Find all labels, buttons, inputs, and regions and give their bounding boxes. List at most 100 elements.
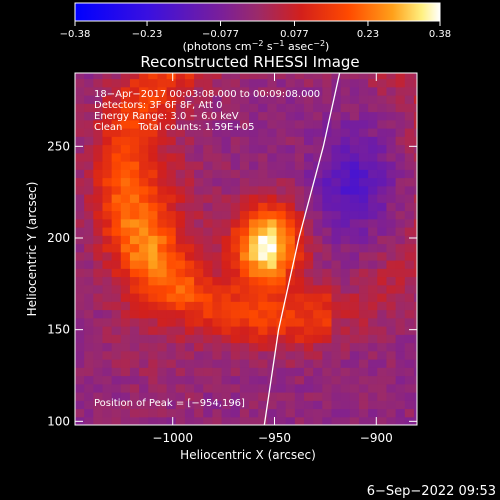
heatmap-cell (84, 268, 94, 278)
heatmap-cell (129, 128, 140, 137)
heatmap-cell (377, 144, 388, 154)
chart-title: Reconstructed RHESSI Image (140, 53, 359, 71)
heatmap-cell (349, 210, 360, 220)
heatmap-cell (203, 317, 214, 327)
heatmap-cell (258, 78, 268, 88)
heatmap-cell (276, 268, 287, 278)
heatmap-cell (230, 342, 241, 352)
heatmap-cell (386, 86, 397, 96)
heatmap-cell (75, 119, 85, 129)
heatmap-cell (221, 309, 232, 319)
heatmap-cell (184, 152, 195, 162)
heatmap-cell (129, 383, 140, 393)
heatmap-cell (175, 161, 186, 170)
heatmap-cell (175, 309, 186, 319)
heatmap-cell (230, 86, 241, 96)
heatmap-cell (322, 260, 333, 269)
heatmap-cell (221, 144, 232, 154)
heatmap-cell (230, 73, 241, 80)
heatmap-cell (331, 152, 342, 162)
heatmap-cell (294, 227, 305, 236)
heatmap-cell (221, 103, 232, 113)
heatmap-cell (377, 227, 388, 236)
heatmap-cell (340, 317, 351, 327)
heatmap-cell (313, 128, 323, 137)
heatmap-cell (249, 128, 259, 137)
heatmap-cell (157, 185, 168, 195)
y-tick-label: 100 (47, 414, 70, 428)
heatmap-cell (258, 235, 268, 245)
heatmap-cell (230, 128, 241, 137)
heatmap-cell (304, 392, 314, 401)
heatmap-cell (285, 317, 296, 327)
heatmap-cell (377, 169, 388, 179)
heatmap-cell (413, 78, 417, 88)
heatmap-cell (358, 144, 369, 154)
heatmap-cell (84, 400, 94, 410)
heatmap-cell (239, 95, 250, 104)
heatmap-cell (358, 169, 369, 179)
heatmap-cell (84, 119, 94, 129)
heatmap-cell (349, 383, 360, 393)
heatmap-cell (258, 119, 268, 129)
heatmap-cell (249, 111, 259, 121)
y-tick-label: 200 (47, 231, 70, 245)
heatmap-cell (230, 268, 241, 278)
heatmap-cell (358, 317, 369, 327)
heatmap-cell (148, 86, 159, 96)
heatmap-cell (75, 243, 85, 253)
heatmap-cell (294, 284, 305, 294)
heatmap-cell (377, 293, 388, 302)
heatmap-cell (340, 95, 351, 104)
heatmap-cell (368, 169, 378, 179)
heatmap-cell (368, 416, 378, 425)
heatmap-cell (157, 309, 168, 319)
heatmap-cell (249, 218, 259, 228)
heatmap-cell (148, 301, 159, 311)
heatmap-cell (267, 375, 278, 385)
heatmap-cell (377, 350, 388, 360)
heatmap-cell (93, 161, 104, 170)
heatmap-cell (249, 152, 259, 162)
heatmap-cell (331, 301, 342, 311)
heatmap-cell (111, 111, 122, 121)
heatmap-cell (304, 227, 314, 236)
heatmap-cell (377, 342, 388, 352)
heatmap-cell (313, 243, 323, 253)
heatmap-cell (258, 202, 268, 212)
heatmap-cell (377, 284, 388, 294)
heatmap-cell (386, 202, 397, 212)
heatmap-cell (93, 342, 104, 352)
heatmap-cell (93, 210, 104, 220)
heatmap-cell (93, 383, 104, 393)
heatmap-cell (148, 103, 159, 113)
heatmap-cell (377, 185, 388, 195)
heatmap-cell (249, 350, 259, 360)
heatmap-cell (294, 235, 305, 245)
heatmap-cell (175, 268, 186, 278)
heatmap-cell (194, 392, 204, 401)
heatmap-cell (194, 317, 204, 327)
heatmap-cell (129, 144, 140, 154)
heatmap-cell (331, 251, 342, 261)
heatmap-cell (221, 73, 232, 80)
heatmap-cell (120, 375, 131, 385)
heatmap-cell (166, 103, 177, 113)
heatmap-cell (203, 293, 214, 302)
heatmap-cell (93, 375, 104, 385)
heatmap-cell (129, 251, 140, 261)
heatmap-cell (304, 326, 314, 335)
heatmap-cell (294, 342, 305, 352)
heatmap-cell (175, 218, 186, 228)
heatmap-cell (129, 359, 140, 368)
heatmap-cell (120, 194, 131, 203)
heatmap-cell (331, 73, 342, 80)
heatmap-cell (267, 276, 278, 286)
heatmap-cell (285, 227, 296, 236)
heatmap-cell (349, 202, 360, 212)
heatmap-cell (194, 152, 204, 162)
heatmap-cell (340, 177, 351, 187)
heatmap-cell (139, 144, 149, 154)
heatmap-cell (313, 202, 323, 212)
heatmap-cell (239, 367, 250, 377)
